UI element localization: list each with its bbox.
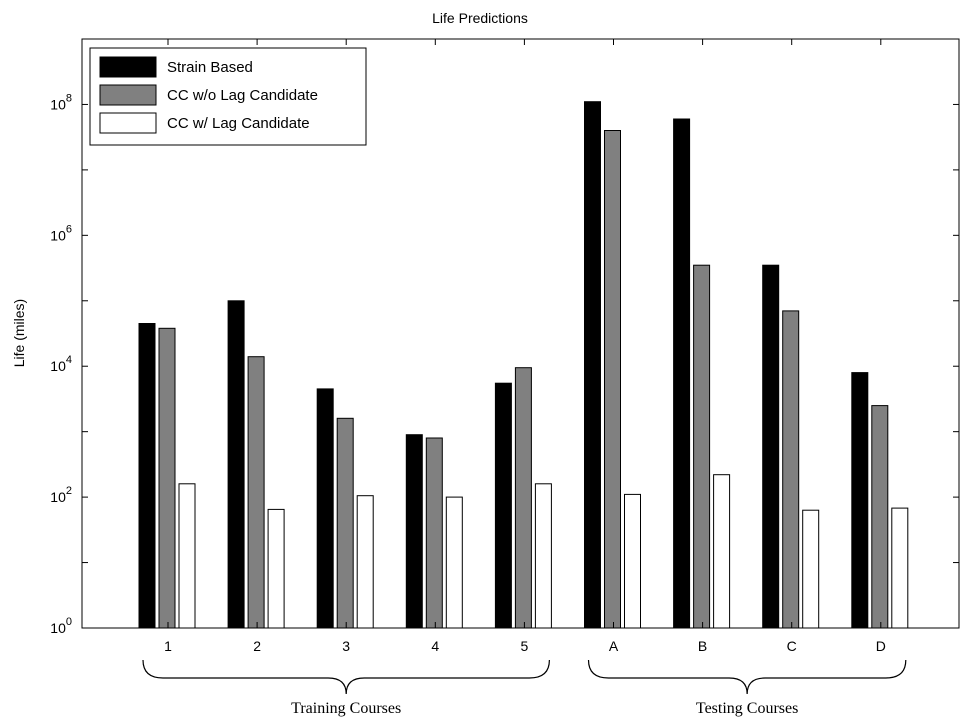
- group-brace-1: [587, 659, 907, 695]
- y-axis-label: Life (miles): [11, 299, 27, 367]
- bar-A-series-0: [584, 101, 601, 629]
- bar-B-series-0: [673, 118, 691, 629]
- legend-label-0: Strain Based: [167, 59, 253, 76]
- x-tick-label-2: 2: [253, 638, 261, 654]
- bar-5-series-0: [494, 382, 512, 629]
- y-axis-ticks: 100 102 104 106 108: [50, 38, 959, 636]
- bar-B-series-2: [713, 474, 731, 629]
- legend-label-1: CC w/o Lag Candidate: [167, 87, 318, 104]
- bar-2-series-1: [247, 356, 265, 629]
- x-tick-label-1: 1: [164, 638, 172, 654]
- group-label-1: Testing Courses: [696, 700, 798, 717]
- bar-1-series-1: [158, 327, 176, 629]
- bar-2-series-2: [267, 508, 285, 629]
- y-tick-label: 100: [50, 616, 72, 636]
- bar-5-series-2: [534, 483, 552, 629]
- bar-A-series-1: [604, 130, 621, 629]
- legend-label-2: CC w/ Lag Candidate: [167, 115, 310, 132]
- bar-D-series-2: [891, 507, 909, 629]
- bar-B-series-1: [693, 264, 711, 629]
- x-tick-label-D: D: [876, 638, 886, 654]
- legend: Strain Based CC w/o Lag Candidate CC w/ La…: [89, 47, 367, 146]
- bar-D-series-0: [851, 372, 869, 629]
- y-tick-label: 104: [50, 354, 72, 374]
- bar-C-series-0: [762, 264, 780, 629]
- bar-5-series-1: [514, 367, 532, 629]
- bar-3-series-2: [356, 495, 374, 629]
- x-tick-label-4: 4: [431, 638, 439, 654]
- bar-1-series-0: [138, 323, 156, 629]
- bar-1-series-2: [178, 483, 196, 629]
- bar-D-series-1: [871, 405, 889, 629]
- x-tick-label-A: A: [609, 638, 619, 654]
- y-tick-label: 108: [50, 92, 72, 112]
- x-tick-label-C: C: [787, 638, 797, 654]
- x-tick-label-B: B: [698, 638, 707, 654]
- bar-4-series-1: [425, 437, 443, 629]
- bar-C-series-2: [802, 509, 820, 629]
- bar-4-series-2: [445, 496, 463, 629]
- group-label-0: Training Courses: [291, 700, 401, 717]
- bar-4-series-0: [405, 434, 423, 629]
- x-tick-label-5: 5: [521, 638, 529, 654]
- legend-swatch-0: [99, 56, 157, 78]
- bars-group: [138, 101, 909, 629]
- bar-C-series-1: [782, 310, 800, 629]
- group-brace-0: [142, 659, 550, 695]
- bar-3-series-1: [336, 417, 354, 629]
- bar-A-series-2: [624, 493, 641, 629]
- x-axis-tick-labels: 1 2 3 4 5 A B C D: [164, 39, 886, 654]
- legend-swatch-2: [99, 112, 157, 134]
- x-tick-label-3: 3: [342, 638, 350, 654]
- y-tick-label: 102: [50, 485, 72, 505]
- bar-2-series-0: [227, 300, 245, 629]
- chart-title: Life Predictions: [432, 10, 528, 26]
- y-tick-label: 106: [50, 223, 72, 243]
- legend-swatch-1: [99, 84, 157, 106]
- bar-3-series-0: [316, 388, 334, 629]
- group-braces: Training Courses Testing Courses: [142, 659, 907, 717]
